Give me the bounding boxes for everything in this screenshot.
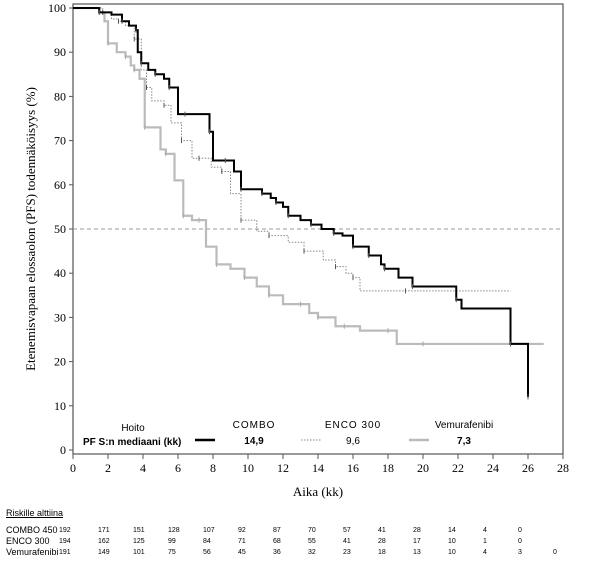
x-tick-label: 22 — [452, 461, 464, 475]
risk-value: 28 — [413, 527, 421, 534]
risk-value: 125 — [133, 538, 145, 545]
risk-value: 194 — [59, 538, 71, 545]
risk-value: 0 — [518, 538, 522, 545]
risk-row-label: COMBO 450 — [6, 525, 58, 535]
legend-name-enco: ENCO 300 — [325, 420, 381, 431]
x-tick-label: 12 — [277, 461, 289, 475]
x-tick-label: 8 — [210, 461, 216, 475]
legend-median-enco: 9,6 — [346, 436, 360, 447]
y-axis: 0 10 20 30 40 50 60 70 80 90 100 — [48, 1, 73, 457]
y-tick-label: 20 — [54, 355, 66, 369]
risk-value: 10 — [448, 549, 456, 556]
x-tick-label: 16 — [347, 461, 359, 475]
risk-value: 71 — [238, 538, 246, 545]
risk-value: 41 — [378, 527, 386, 534]
risk-value: 162 — [98, 538, 110, 545]
y-tick-label: 50 — [54, 222, 66, 236]
risk-value: 191 — [59, 549, 71, 556]
y-tick-label: 40 — [54, 266, 66, 280]
x-tick-label: 28 — [557, 461, 569, 475]
curve-vemurafenibi — [73, 6, 544, 346]
risk-value: 101 — [133, 549, 145, 556]
risk-value: 107 — [203, 527, 215, 534]
y-tick-label: 10 — [54, 399, 66, 413]
x-tick-label: 20 — [417, 461, 429, 475]
risk-value: 45 — [238, 549, 246, 556]
risk-value: 55 — [308, 538, 316, 545]
risk-value: 10 — [448, 538, 456, 545]
y-tick-label: 80 — [54, 89, 66, 103]
legend-median-vemurafenibi: 7,3 — [457, 436, 471, 447]
risk-value: 23 — [343, 549, 351, 556]
risk-value: 68 — [273, 538, 281, 545]
risk-value: 18 — [378, 549, 386, 556]
risk-value: 0 — [518, 527, 522, 534]
y-tick-label: 90 — [54, 45, 66, 59]
x-tick-label: 0 — [70, 461, 76, 475]
risk-value: 41 — [343, 538, 351, 545]
risk-value: 3 — [518, 549, 522, 556]
risk-value: 75 — [168, 549, 176, 556]
risk-row-label: ENCO 300 — [6, 536, 50, 546]
legend-median-label: PF S:n mediaani (kk) — [83, 437, 181, 448]
risk-value: 84 — [203, 538, 211, 545]
risk-value: 151 — [133, 527, 145, 534]
risk-value: 57 — [343, 527, 351, 534]
risk-value: 28 — [378, 538, 386, 545]
risk-value: 17 — [413, 538, 421, 545]
risk-value: 171 — [98, 527, 110, 534]
x-tick-label: 24 — [487, 461, 499, 475]
risk-value: 14 — [448, 527, 456, 534]
x-tick-label: 10 — [242, 461, 254, 475]
risk-value: 87 — [273, 527, 281, 534]
y-tick-label: 0 — [60, 443, 66, 457]
risk-value: 70 — [308, 527, 316, 534]
risk-value: 4 — [483, 527, 487, 534]
y-tick-label: 30 — [54, 310, 66, 324]
x-tick-label: 4 — [140, 461, 146, 475]
risk-value: 0 — [553, 549, 557, 556]
risk-value: 192 — [59, 527, 71, 534]
x-tick-label: 2 — [105, 461, 111, 475]
y-axis-label: Etenemisvapaan elossaolon (PFS) todennäk… — [23, 87, 38, 371]
legend-header-label: Hoito — [121, 423, 145, 434]
legend-median-combo: 14,9 — [244, 436, 264, 447]
x-tick-label: 18 — [382, 461, 394, 475]
risk-value: 13 — [413, 549, 421, 556]
legend: Hoito PF S:n mediaani (kk) COMBO 14,9 EN… — [83, 420, 493, 448]
risk-table-title: Riskille alttiina — [6, 508, 64, 518]
survival-curves — [73, 6, 544, 400]
legend-name-combo: COMBO — [233, 420, 276, 431]
risk-value: 4 — [483, 549, 487, 556]
legend-name-vemurafenibi: Vemurafenibi — [435, 420, 493, 431]
y-tick-label: 70 — [54, 134, 66, 148]
x-axis-label: Aika (kk) — [293, 484, 343, 499]
x-tick-label: 26 — [522, 461, 534, 475]
y-tick-label: 60 — [54, 178, 66, 192]
x-tick-label: 14 — [312, 461, 324, 475]
x-axis: 0 2 4 6 8 10 12 14 16 18 20 22 24 26 28 — [70, 454, 569, 475]
risk-value: 99 — [168, 538, 176, 545]
risk-value: 149 — [98, 549, 110, 556]
x-tick-label: 6 — [175, 461, 181, 475]
risk-value: 128 — [168, 527, 180, 534]
risk-value: 36 — [273, 549, 281, 556]
risk-row-label: Vemurafenibi — [6, 547, 59, 557]
y-tick-label: 100 — [48, 1, 66, 15]
risk-value: 1 — [483, 538, 487, 545]
risk-value: 56 — [203, 549, 211, 556]
risk-value: 92 — [238, 527, 246, 534]
curve-combo — [73, 7, 529, 397]
risk-value: 32 — [308, 549, 316, 556]
